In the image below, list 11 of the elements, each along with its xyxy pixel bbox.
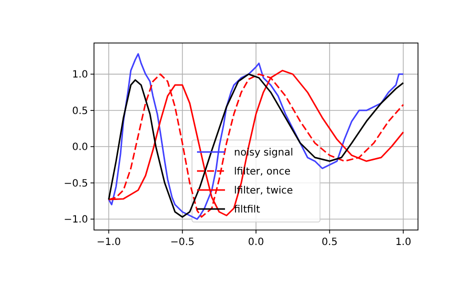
- x-tick-label: 0.0: [248, 237, 264, 248]
- y-tick-label: 0.0: [72, 142, 88, 154]
- y-tick-label: −0.5: [64, 178, 88, 190]
- x-tick-label: 1.0: [395, 237, 412, 248]
- y-tick-label: 0.5: [72, 106, 88, 117]
- legend-label: filtfilt: [234, 204, 260, 216]
- x-tick-label: −1.0: [96, 237, 121, 248]
- x-tick-label: −0.5: [170, 237, 195, 248]
- x-tick-label: 0.5: [322, 237, 338, 248]
- y-tick-label: −1.0: [64, 214, 88, 226]
- y-tick-label: 1.0: [72, 70, 88, 81]
